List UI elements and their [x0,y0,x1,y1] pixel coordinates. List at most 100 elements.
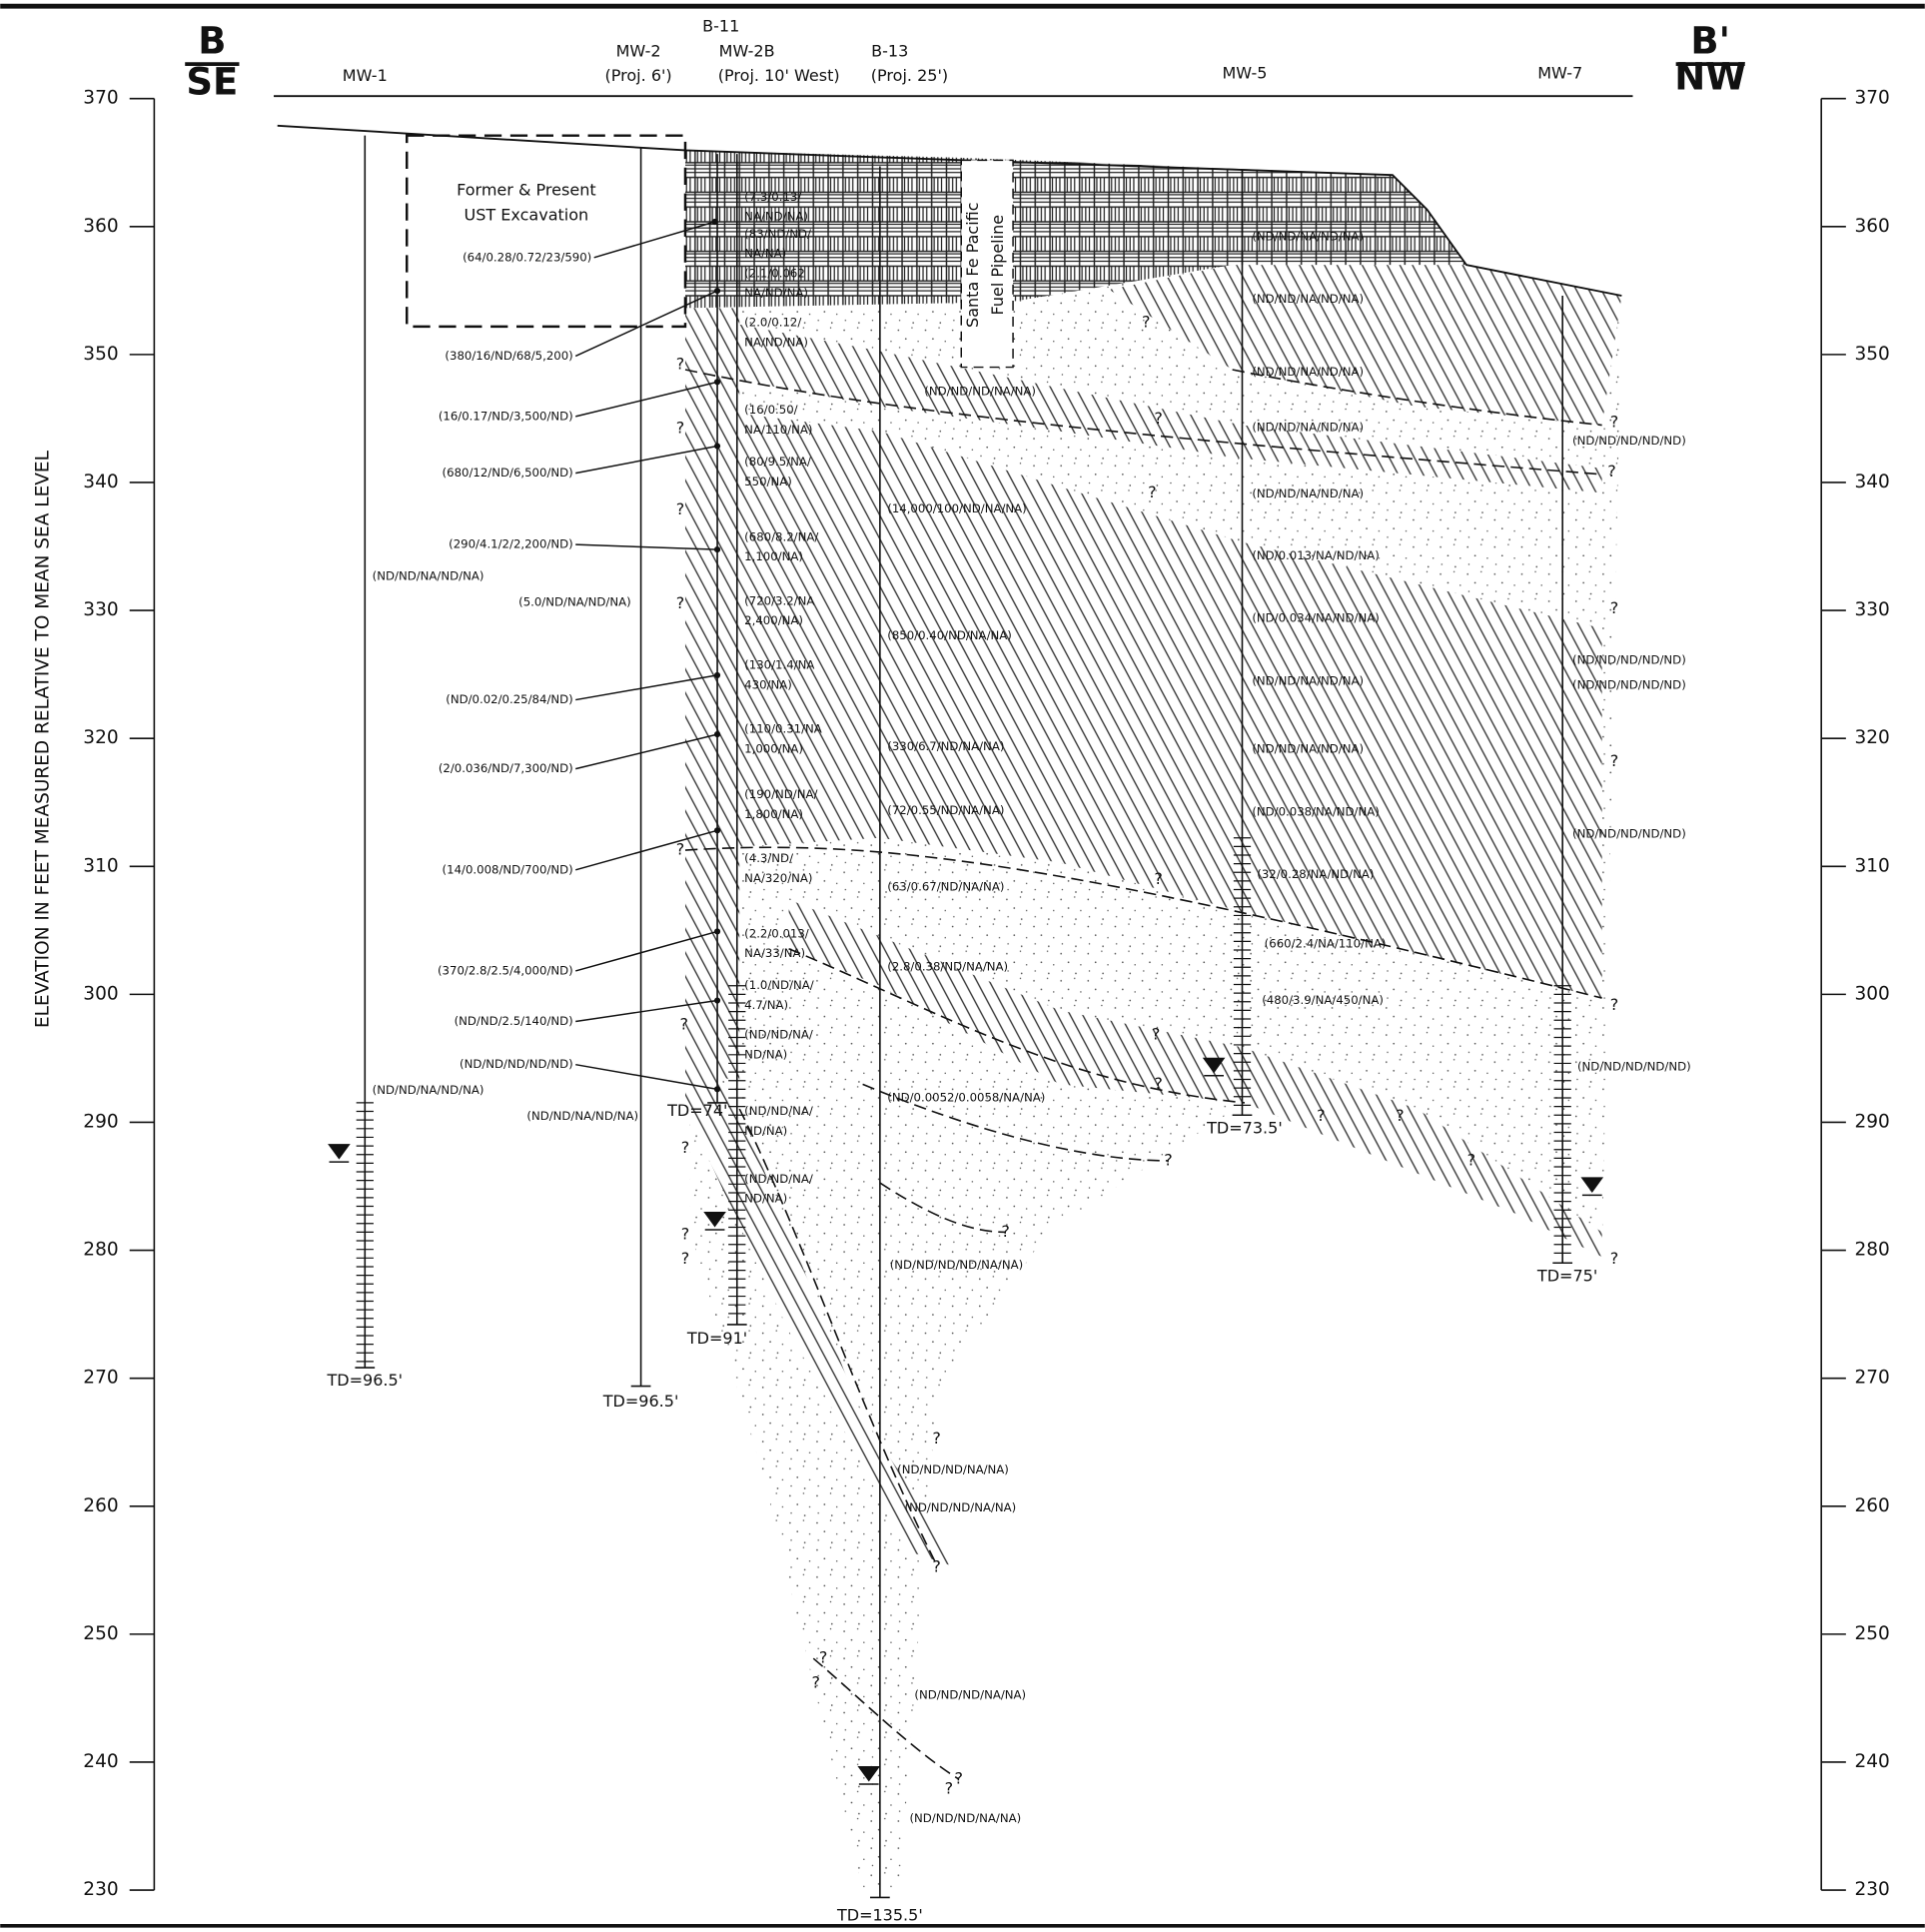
uncertain-contact: ? [676,593,685,612]
sample-result: ND/NA) [744,1047,787,1061]
sample-result: (ND/ND/NA/ND/NA) [1252,486,1364,500]
sample-result: (110/0.31/NA [744,722,822,736]
sample-result: (64/0.28/0.72/23/590) [463,250,591,264]
sample-result: (680/12/ND/6,500/ND) [443,466,573,480]
sample-result: (2.2/0.013/ [744,926,809,940]
sample-result: (ND/ND/NA/ND/NA) [526,1109,638,1123]
sample-result: 4.7/NA) [744,998,788,1012]
sample-result: (ND/ND/NA/ND/NA) [373,569,484,583]
sample-point [714,731,720,737]
sample-result: (ND/0.038/NA/ND/NA) [1252,804,1379,818]
sample-point [714,928,720,934]
sample-result: (330/6.7/ND/NA/NA) [887,739,1004,753]
sample-result: (380/16/ND/68/5,200) [445,349,572,363]
well-name: MW-1 [343,66,388,85]
sample-point [714,546,720,552]
total-depth: TD=96.5' [326,1371,403,1390]
sample-result: (ND/ND/ND/ND/ND) [1577,1060,1691,1074]
uncertain-contact: ? [1154,1074,1163,1093]
uncertain-contact: ? [1317,1106,1326,1125]
tick-label: 340 [1854,472,1889,492]
sample-result: (ND/0.0052/0.0058/NA/NA) [887,1090,1045,1104]
uncertain-contact: ? [1610,995,1619,1014]
sample-result: (5.0/ND/NA/ND/NA) [518,595,631,609]
sample-result: ND/NA) [744,1192,787,1206]
uncertain-contact: ? [1154,409,1163,428]
well-name: B-13 [871,41,908,60]
tick-label: 280 [1854,1240,1889,1261]
well-name: MW-2B [719,41,775,60]
sample-result: (ND/ND/ND/ND/ND) [1572,827,1686,841]
sample-result: (ND/ND/2.5/140/ND) [455,1014,573,1028]
sample-result: (ND/ND/ND/ND/ND) [460,1057,573,1071]
sample-result: (83/ND/ND/ [744,227,811,241]
total-depth: TD=91' [686,1329,747,1348]
sample-result: (ND/ND/ND/ND/ND) [1572,677,1686,691]
tick-label: 260 [83,1495,118,1516]
well-name: MW-2 [616,41,661,60]
sample-result: (14,000/100/ND/NA/NA) [887,501,1026,515]
uncertain-contact: ? [679,1015,688,1034]
sample-result: (370/2.8/2.5/4,000/ND) [438,963,573,977]
uncertain-contact: ? [811,1672,820,1691]
total-depth: TD=96.5' [602,1392,679,1411]
uncertain-contact: ? [681,1138,690,1157]
sample-result: (ND/ND/NA/ [744,1104,813,1118]
sample-result: (2.8/0.38/ND/NA/NA) [887,960,1008,974]
uncertain-contact: ? [676,419,685,438]
sample-result: NA/ND/NA) [744,286,808,300]
tick-label: 230 [83,1879,118,1900]
tick-label: 270 [1854,1368,1889,1389]
sample-result: (ND/ND/NA/ND/NA) [1252,229,1364,243]
total-depth: TD=75' [1536,1266,1597,1285]
tick-label: 230 [1854,1879,1889,1900]
total-depth: TD=73.5' [1206,1118,1283,1137]
sample-result: NA/33/NA) [744,946,805,960]
sample-result: (2/0.036/ND/7,300/ND) [439,761,573,775]
sample-result: (ND/ND/ND/NA/NA) [914,1688,1026,1702]
uncertain-contact: ? [932,1556,941,1575]
tick-label: 370 [1854,88,1889,109]
sample-result: (720/3.2/NA [744,593,814,607]
uncertain-contact: ? [681,1249,690,1268]
sample-result: NA/320/NA) [744,871,812,885]
sample-result: NA/110/NA) [744,423,812,437]
tick-label: 300 [83,983,118,1004]
sample-result: (ND/ND/ND/NA/NA) [909,1811,1021,1825]
total-depth: TD=135.5' [836,1905,923,1924]
well-group-label: B-11 [702,17,739,36]
sample-result: (850/0.40/ND/NA/NA) [887,628,1012,642]
sample-result: 1,100/NA) [744,549,803,563]
excavation-label: UST Excavation [465,205,589,224]
sample-point [714,672,720,678]
tick-label: 280 [83,1240,118,1261]
sample-result: 1,800/NA) [744,807,803,821]
tick-label: 320 [1854,727,1889,748]
sample-result: (680/8.2/NA/ [744,529,818,543]
sample-result: (2.0/0.12/ [744,316,801,330]
uncertain-contact: ? [955,1769,964,1788]
sample-result: (ND/ND/ND/NA/NA) [897,1462,1009,1476]
sample-result: ND/NA) [744,1124,787,1138]
well-note: (Proj. 10' West) [718,66,840,85]
uncertain-contact: ? [1610,598,1619,617]
tick-label: 360 [83,216,118,237]
uncertain-contact: ? [676,355,685,374]
uncertain-contact: ? [1610,413,1619,432]
sample-result: (2.1/0.062 [744,266,805,280]
tick-label: 320 [83,727,118,748]
tick-label: 250 [83,1623,118,1644]
tick-label: 370 [83,88,118,109]
well-name: MW-5 [1222,64,1267,83]
uncertain-contact: ? [1154,869,1163,888]
sample-result: 550/NA) [744,475,792,488]
tick-label: 250 [1854,1623,1889,1644]
well-note: (Proj. 6') [605,66,672,85]
uncertain-contact: ? [819,1648,828,1667]
tick-label: 310 [83,855,118,876]
tick-label: 240 [83,1751,118,1772]
sample-result: (4.3/ND/ [744,851,793,865]
tick-label: 290 [1854,1111,1889,1132]
tick-label: 240 [1854,1751,1889,1772]
sample-result: (ND/ND/NA/ND/NA) [1252,674,1364,688]
